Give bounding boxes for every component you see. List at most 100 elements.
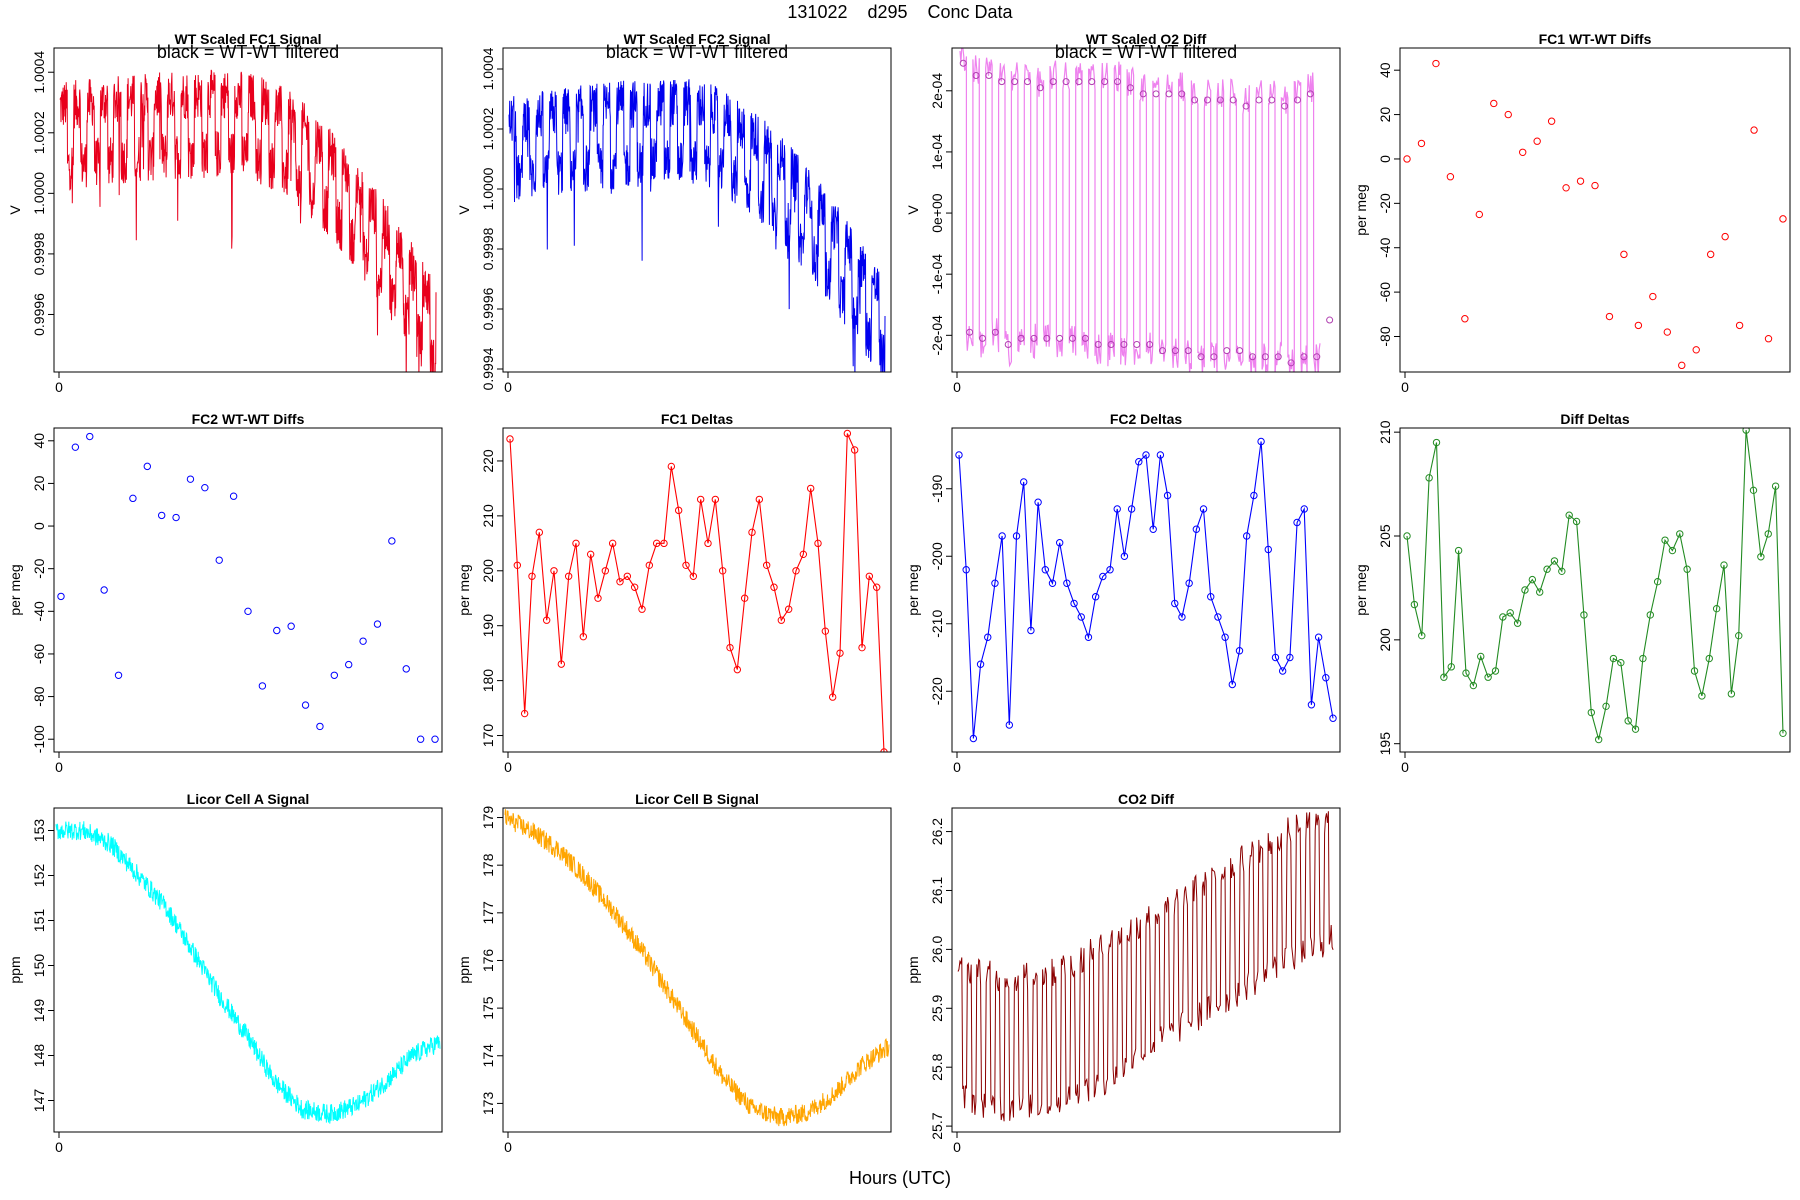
series-line bbox=[1406, 430, 1784, 740]
data-point bbox=[1199, 505, 1208, 513]
y-tick-label: 151 bbox=[31, 909, 47, 933]
data-point bbox=[1683, 565, 1691, 573]
data-point bbox=[1742, 428, 1750, 434]
y-axis-label: ppm bbox=[7, 956, 23, 983]
y-tick-label: 1.0004 bbox=[480, 47, 496, 90]
data-point bbox=[1207, 593, 1215, 601]
data-point bbox=[114, 671, 123, 679]
y-tick-label: 177 bbox=[480, 901, 496, 925]
data-point bbox=[287, 622, 295, 630]
data-point bbox=[1425, 474, 1433, 482]
series-line bbox=[504, 809, 890, 1127]
data-point bbox=[1094, 340, 1102, 348]
y-tick-label: 1.0004 bbox=[31, 51, 47, 94]
plot-frame bbox=[502, 807, 892, 1133]
data-point bbox=[1178, 613, 1186, 621]
data-point bbox=[608, 539, 617, 548]
data-point bbox=[1210, 353, 1218, 361]
data-point bbox=[1663, 328, 1672, 336]
data-point bbox=[1142, 451, 1150, 459]
data-point bbox=[1735, 631, 1743, 640]
data-point bbox=[1490, 99, 1498, 108]
data-fc1-signal bbox=[59, 69, 437, 372]
panel-fc1-wt-diffs: -80 -60 -40 -20 0 20 40 0 per meg FC1 WT-WT Diffs bbox=[1353, 31, 1791, 395]
data-point bbox=[976, 660, 985, 668]
data-point bbox=[402, 665, 410, 673]
y-tick-label: -60 bbox=[31, 644, 47, 664]
data-point bbox=[1268, 96, 1276, 104]
panel-co2-diff: 25.7 25.8 25.9 26.0 26.1 26.2 0 ppm CO2 Diff bbox=[905, 791, 1341, 1155]
data-point bbox=[186, 475, 195, 483]
y-tick-label: 176 bbox=[480, 949, 496, 973]
data-point bbox=[1034, 498, 1042, 506]
data-point bbox=[1403, 532, 1411, 540]
data-point bbox=[1329, 714, 1337, 722]
data-point bbox=[1565, 511, 1573, 519]
series-line bbox=[55, 821, 441, 1124]
data-point bbox=[1580, 611, 1588, 619]
data-point bbox=[1242, 102, 1250, 110]
data-point bbox=[1229, 96, 1237, 104]
data-point bbox=[850, 446, 859, 454]
y-tick-label: -40 bbox=[31, 601, 47, 621]
data-point bbox=[1506, 609, 1514, 617]
panel-title: WT Scaled FC1 Signal bbox=[174, 31, 321, 47]
data-point bbox=[601, 567, 610, 575]
plot-frame bbox=[951, 427, 1341, 753]
panel-title: WT Scaled O2 Diff bbox=[1086, 31, 1207, 47]
data-point bbox=[1159, 347, 1166, 355]
data-point bbox=[872, 583, 881, 591]
y-tick-label: 153 bbox=[31, 819, 47, 843]
data-point bbox=[1513, 619, 1522, 627]
y-axis-label: ppm bbox=[456, 956, 472, 983]
data-point bbox=[1410, 600, 1419, 609]
data-point bbox=[1271, 653, 1280, 662]
data-point bbox=[733, 665, 742, 674]
plot-frame bbox=[1399, 47, 1791, 373]
series-line bbox=[59, 69, 437, 372]
data-point bbox=[1326, 316, 1334, 324]
data-point bbox=[416, 735, 425, 743]
data-point bbox=[1228, 680, 1237, 689]
data-point bbox=[1661, 536, 1669, 544]
data-point bbox=[1698, 692, 1706, 700]
data-point bbox=[1432, 438, 1441, 447]
data-point bbox=[258, 682, 267, 690]
data-point bbox=[1572, 517, 1581, 526]
y-tick-label: 0.9994 bbox=[480, 347, 496, 390]
data-point bbox=[821, 627, 830, 635]
data-point bbox=[1418, 631, 1426, 640]
data-point bbox=[806, 484, 815, 493]
data-point bbox=[1101, 78, 1109, 86]
data-point bbox=[1049, 78, 1057, 86]
y-axis-label: per meg bbox=[1353, 184, 1369, 235]
x-tick-label: 0 bbox=[504, 759, 512, 775]
data-point bbox=[100, 586, 108, 594]
data-point bbox=[542, 616, 551, 624]
y-tick-label: 1.0002 bbox=[31, 111, 47, 154]
data-point bbox=[1063, 579, 1071, 587]
data-point bbox=[1197, 353, 1205, 361]
x-tick-label: 0 bbox=[953, 1139, 961, 1155]
y-tick-label: -80 bbox=[1377, 326, 1393, 346]
y-tick-label: 178 bbox=[480, 853, 496, 877]
data-point bbox=[1587, 708, 1596, 717]
y-axis-label: per meg bbox=[456, 564, 472, 615]
data-point bbox=[645, 561, 654, 569]
data-point bbox=[1727, 690, 1736, 698]
data-point bbox=[373, 620, 382, 628]
y-tick-label: 20 bbox=[1377, 107, 1393, 123]
data-point bbox=[1120, 340, 1128, 348]
data-point bbox=[792, 567, 800, 575]
y-tick-label: 200 bbox=[1377, 628, 1393, 652]
panel-title: WT Scaled FC2 Signal bbox=[623, 31, 770, 47]
data-point bbox=[1274, 353, 1282, 361]
data-point bbox=[1156, 451, 1165, 459]
y-tick-label: 0 bbox=[1377, 155, 1393, 163]
x-tick-label: 0 bbox=[504, 379, 512, 395]
panel-o2-diff: -2e-04 -1e-04 0e+00 1e-04 2e-04 0 V WT Scaled O… bbox=[905, 31, 1341, 395]
data-point bbox=[1504, 110, 1512, 119]
data-point bbox=[1491, 667, 1500, 675]
data-point bbox=[966, 328, 974, 336]
data-point bbox=[1653, 577, 1662, 586]
